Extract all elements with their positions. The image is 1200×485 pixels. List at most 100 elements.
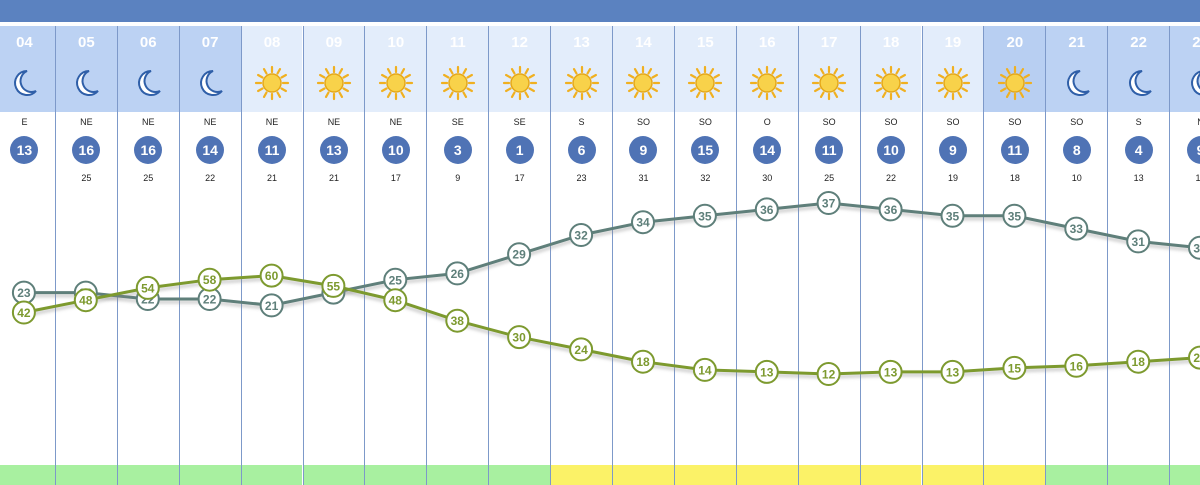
hour-column: 13 S 6 23: [550, 26, 612, 485]
hour-label: 11: [449, 34, 466, 51]
humidity-point: 13: [878, 359, 903, 384]
temperature-point: 21: [259, 293, 284, 318]
temperature-data-label: 32: [574, 229, 588, 243]
humidity-data-label: 13: [946, 365, 960, 379]
hour-header: [1108, 26, 1170, 112]
hour-column: 11 SE 3 9: [426, 26, 489, 485]
wind-direction: SE: [451, 117, 464, 127]
sun-icon: [811, 65, 847, 101]
wind-direction: NE: [80, 117, 93, 127]
temperature-point: 32: [569, 223, 594, 247]
temperature-point: 26: [445, 261, 470, 286]
humidity-data-label: 58: [203, 273, 217, 287]
temperature-data-label: 23: [17, 286, 31, 300]
wind-speed-badge: 10: [381, 136, 410, 164]
hour-column: 04 E 13: [0, 26, 55, 485]
wind-speed-badge: 4: [1124, 136, 1153, 164]
sun-icon: [997, 65, 1033, 101]
sun-icon: [502, 65, 538, 101]
footer-indicator: [241, 465, 303, 485]
temperature-data-label: 21: [265, 299, 279, 313]
wind-gust: 32: [700, 173, 711, 183]
humidity-point: 15: [1002, 355, 1027, 380]
temperature-data-label: 36: [884, 203, 898, 217]
wind-direction: S: [1135, 117, 1142, 127]
wind-direction: SO: [884, 117, 898, 127]
humidity-point: 48: [383, 288, 408, 313]
temperature-data-label: 29: [512, 248, 526, 262]
top-bar: [0, 0, 1200, 22]
wind-gust: 25: [81, 173, 92, 183]
wind-speed-badge: 14: [753, 136, 782, 164]
wind-direction: NE: [141, 117, 155, 127]
temperature-point: 36: [754, 197, 779, 222]
hour-column: 17 SO 11 25: [797, 26, 860, 485]
footer-indicator: [860, 465, 922, 485]
wind-speed-badge: 11: [258, 136, 287, 164]
footer-indicator: [1108, 465, 1170, 485]
humidity-point: 38: [445, 308, 470, 333]
hour-label: 05: [77, 34, 95, 51]
wind-speed-badge: 14: [196, 136, 225, 164]
temperature-data-label: 35: [1008, 209, 1022, 223]
wind-gust: 17: [390, 173, 401, 183]
temperature-data-label: 30: [1193, 241, 1200, 255]
wind-speed-badge: 16: [72, 136, 101, 164]
hour-column: 05 NE 16 25: [54, 26, 117, 485]
sun-icon: [749, 65, 785, 101]
humidity-data-label: 48: [79, 294, 93, 308]
temperature-point: 23: [11, 280, 36, 305]
humidity-data-label: 15: [1008, 361, 1022, 375]
wind-direction: NE: [203, 117, 217, 127]
humidity-point: 24: [569, 337, 594, 362]
wind-speed-badge: 11: [815, 136, 844, 164]
humidity-data-label: 14: [698, 363, 712, 377]
hour-label: 13: [573, 34, 590, 51]
wind-direction: SE: [513, 117, 526, 127]
wind-gust: 9: [455, 173, 461, 183]
footer-indicator: [1170, 465, 1200, 485]
wind-gust: 19: [947, 173, 958, 183]
wind-speed-badge: 3: [443, 136, 472, 164]
hour-label: 10: [387, 34, 405, 51]
hour-label: 12: [511, 34, 528, 51]
wind-speed-badge: 13: [319, 136, 348, 164]
wind-gust: 21: [267, 173, 278, 183]
wind-direction: SO: [946, 117, 960, 127]
wind-gust: 18: [1009, 173, 1020, 183]
wind-gust: 23: [576, 173, 587, 183]
moon-icon: [192, 65, 228, 101]
humidity-point: 30: [507, 325, 532, 350]
humidity-data-label: 16: [1070, 359, 1084, 373]
footer-indicator: [0, 465, 55, 485]
wind-direction: NE: [327, 117, 341, 127]
hour-label: 21: [1068, 34, 1086, 51]
humidity-line: [23, 274, 1200, 376]
temperature-data-label: 34: [636, 216, 650, 230]
hour-header: [0, 26, 55, 112]
wind-speed-badge: 6: [567, 136, 596, 164]
temperature-data-label: 26: [451, 267, 465, 281]
hour-label: 06: [139, 34, 157, 51]
hour-column: 21 SO 8 10: [1045, 26, 1108, 485]
wind-speed-badge: 16: [134, 136, 163, 164]
footer-indicator: [55, 465, 117, 485]
moon-icon: [6, 65, 42, 101]
humidity-data-label: 13: [760, 365, 774, 379]
hour-label: 17: [820, 34, 838, 51]
hour-label: 08: [263, 34, 281, 51]
hour-label: 14: [635, 34, 652, 51]
hour-column: 15 SO 15 32: [673, 26, 736, 485]
footer-indicator: [551, 465, 612, 485]
humidity-point: 13: [940, 359, 965, 384]
wind-gust: 17: [514, 173, 525, 183]
temperature-point: 34: [631, 210, 655, 235]
wind-direction: O: [763, 117, 771, 127]
wind-gust: 25: [143, 173, 154, 183]
wind-speed-badge: 9: [629, 136, 658, 164]
footer-indicator: [798, 465, 860, 485]
hour-column: 16 O 14 30: [735, 26, 798, 485]
temperature-point: 36: [878, 197, 903, 222]
wind-speed-badge: 1: [505, 136, 534, 164]
footer-indicator: [674, 465, 736, 485]
